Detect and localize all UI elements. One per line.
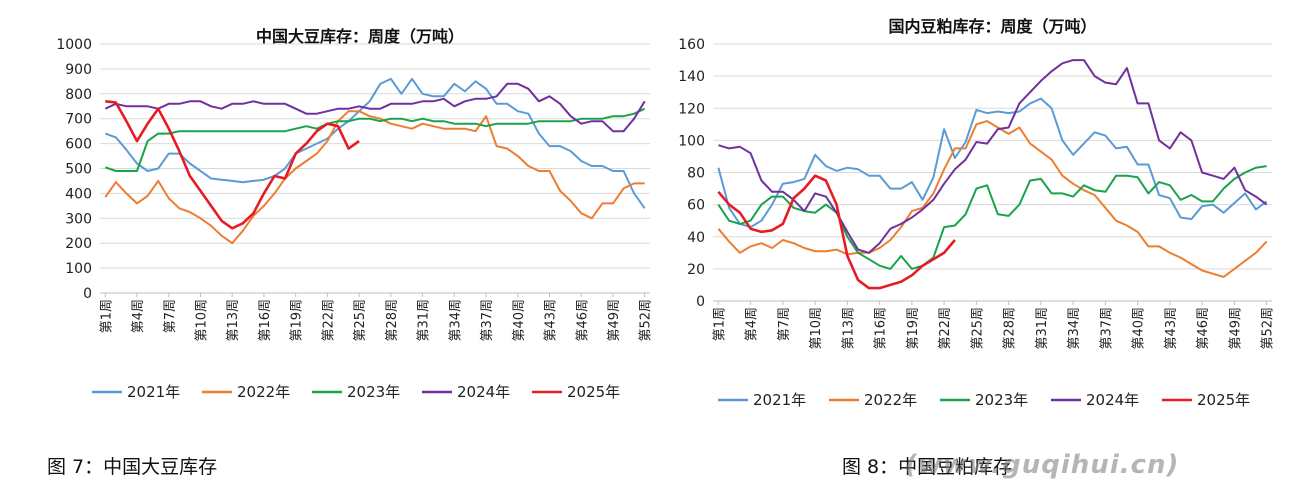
legend-label: 2022年 — [237, 383, 290, 401]
soymeal-inventory-chart: 国内豆粕库存：周度（万吨） 0 20 40 60 80 100 120 140 160 第1周 第4周… — [678, 17, 1276, 409]
y-tick-label: 120 — [678, 101, 705, 117]
x-tick-label: 第16周 — [258, 299, 273, 342]
legend-label: 2021年 — [127, 383, 180, 401]
x-tick-label: 第22周 — [938, 307, 953, 350]
x-tick-label: 第34周 — [1067, 307, 1082, 350]
series-line-2023 — [717, 165, 1267, 270]
y-tick-label: 140 — [678, 69, 705, 85]
y-tick-label: 0 — [696, 294, 705, 310]
legend-label: 2025年 — [567, 383, 620, 401]
y-tick-label: 60 — [687, 198, 705, 214]
y-tick-label: 1000 — [56, 37, 92, 53]
legend-label: 2023年 — [975, 391, 1028, 409]
x-tick-label: 第43周 — [1164, 307, 1179, 350]
x-tick-label: 第46周 — [1196, 307, 1211, 350]
x-tick-label: 第4周 — [131, 299, 146, 333]
x-tick-label: 第52周 — [639, 299, 654, 342]
x-tick-label: 第31周 — [1035, 307, 1050, 350]
x-tick-label: 第49周 — [1228, 307, 1243, 350]
series-line-2025 — [105, 100, 360, 230]
y-tick-label: 100 — [678, 133, 705, 149]
chart-title: 国内豆粕库存：周度（万吨） — [888, 17, 1096, 36]
y-tick-label: 160 — [678, 37, 705, 53]
series-line-2024 — [104, 82, 646, 133]
x-tick-label: 第22周 — [321, 299, 336, 342]
series-line-2022 — [104, 110, 645, 245]
x-tick-label: 第40周 — [512, 299, 527, 342]
x-tick-label: 第46周 — [575, 299, 590, 342]
y-tick-label: 900 — [65, 62, 92, 78]
y-tick-label: 600 — [65, 137, 92, 153]
x-tick-label: 第25周 — [970, 307, 985, 350]
series-line-2023 — [104, 107, 646, 172]
x-tick-label: 第19周 — [906, 307, 921, 350]
watermark: (www.guqihui.cn) — [905, 450, 1180, 480]
figure-7-caption: 图 7：中国大豆库存 — [47, 456, 218, 478]
y-tick-label: 400 — [65, 186, 92, 202]
x-tick-label: 第13周 — [841, 307, 856, 350]
soybean-inventory-chart: 中国大豆库存：周度（万吨） 0 100 200 300 400 500 600 700 800 90… — [56, 27, 654, 401]
y-tick-label: 200 — [65, 236, 92, 252]
x-tick-label: 第34周 — [448, 299, 463, 342]
y-tick-label: 80 — [687, 166, 705, 182]
x-tick-label: 第37周 — [480, 299, 495, 342]
series-line-2021 — [717, 97, 1268, 229]
chart-title: 中国大豆库存：周度（万吨） — [256, 27, 464, 46]
x-tick-label: 第28周 — [385, 299, 400, 342]
series-line-2024 — [718, 59, 1268, 254]
x-tick-label: 第19周 — [290, 299, 305, 342]
series-line-2021 — [104, 77, 646, 209]
x-tick-label: 第13周 — [226, 299, 241, 342]
x-tick-label: 第49周 — [607, 299, 622, 342]
y-tick-label: 500 — [65, 162, 92, 178]
figure-8-caption: 图 8：中国豆粕库存 — [842, 456, 1013, 478]
x-tick-label: 第1周 — [99, 299, 114, 333]
y-tick-label: 700 — [65, 112, 92, 128]
legend-label: 2021年 — [753, 391, 806, 409]
x-tick-label: 第43周 — [544, 299, 559, 342]
x-tick-label: 第52周 — [1261, 307, 1276, 350]
x-tick-label: 第1周 — [712, 307, 727, 341]
legend-label: 2025年 — [1197, 391, 1250, 409]
y-tick-label: 40 — [687, 230, 705, 246]
legend-label: 2024年 — [1086, 391, 1139, 409]
x-tick-label: 第7周 — [777, 307, 792, 341]
y-tick-label: 0 — [83, 286, 92, 302]
x-tick-label: 第28周 — [1003, 307, 1018, 350]
legend-label: 2023年 — [347, 383, 400, 401]
y-tick-label: 100 — [65, 261, 92, 277]
series-line-2022 — [717, 120, 1268, 278]
x-tick-label: 第31周 — [417, 299, 432, 342]
y-tick-label: 20 — [687, 262, 705, 278]
y-tick-label: 300 — [65, 211, 92, 227]
x-tick-label: 第4周 — [745, 307, 760, 341]
legend-label: 2024年 — [457, 383, 510, 401]
x-tick-label: 第7周 — [163, 299, 178, 333]
x-tick-label: 第10周 — [809, 307, 824, 350]
x-tick-label: 第25周 — [353, 299, 368, 342]
x-tick-label: 第40周 — [1132, 307, 1147, 350]
legend-label: 2022年 — [864, 391, 917, 409]
x-tick-label: 第10周 — [194, 299, 209, 342]
series-line-2025 — [717, 174, 956, 290]
y-tick-label: 800 — [65, 87, 92, 103]
x-tick-label: 第37周 — [1099, 307, 1114, 350]
x-tick-label: 第16周 — [874, 307, 889, 350]
